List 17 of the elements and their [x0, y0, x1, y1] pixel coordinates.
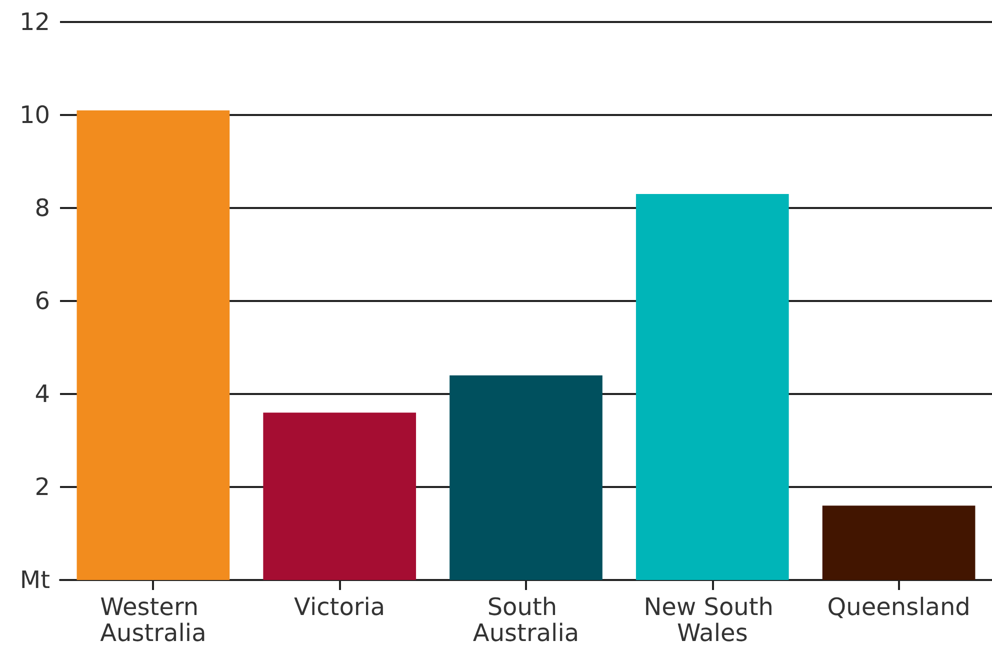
x-tick-label: New South Wales	[644, 593, 782, 647]
bar	[636, 194, 789, 580]
y-tick-label: 4	[34, 380, 50, 408]
bar	[450, 375, 602, 580]
bar	[76, 110, 230, 580]
bar	[822, 506, 976, 580]
y-tick-label: 12	[19, 8, 50, 36]
bar	[263, 412, 416, 580]
y-tick-label: 10	[19, 101, 50, 129]
x-tick-label: Western Australia	[100, 593, 206, 647]
x-tick-label: Queensland	[827, 593, 970, 621]
x-tick-label: South Australia	[472, 593, 580, 647]
y-tick-label: 6	[34, 287, 50, 315]
y-tick-label: 2	[34, 473, 50, 501]
y-tick-label: Mt	[20, 566, 50, 594]
y-tick-label: 8	[34, 194, 50, 222]
x-tick-label: Victoria	[294, 593, 386, 621]
